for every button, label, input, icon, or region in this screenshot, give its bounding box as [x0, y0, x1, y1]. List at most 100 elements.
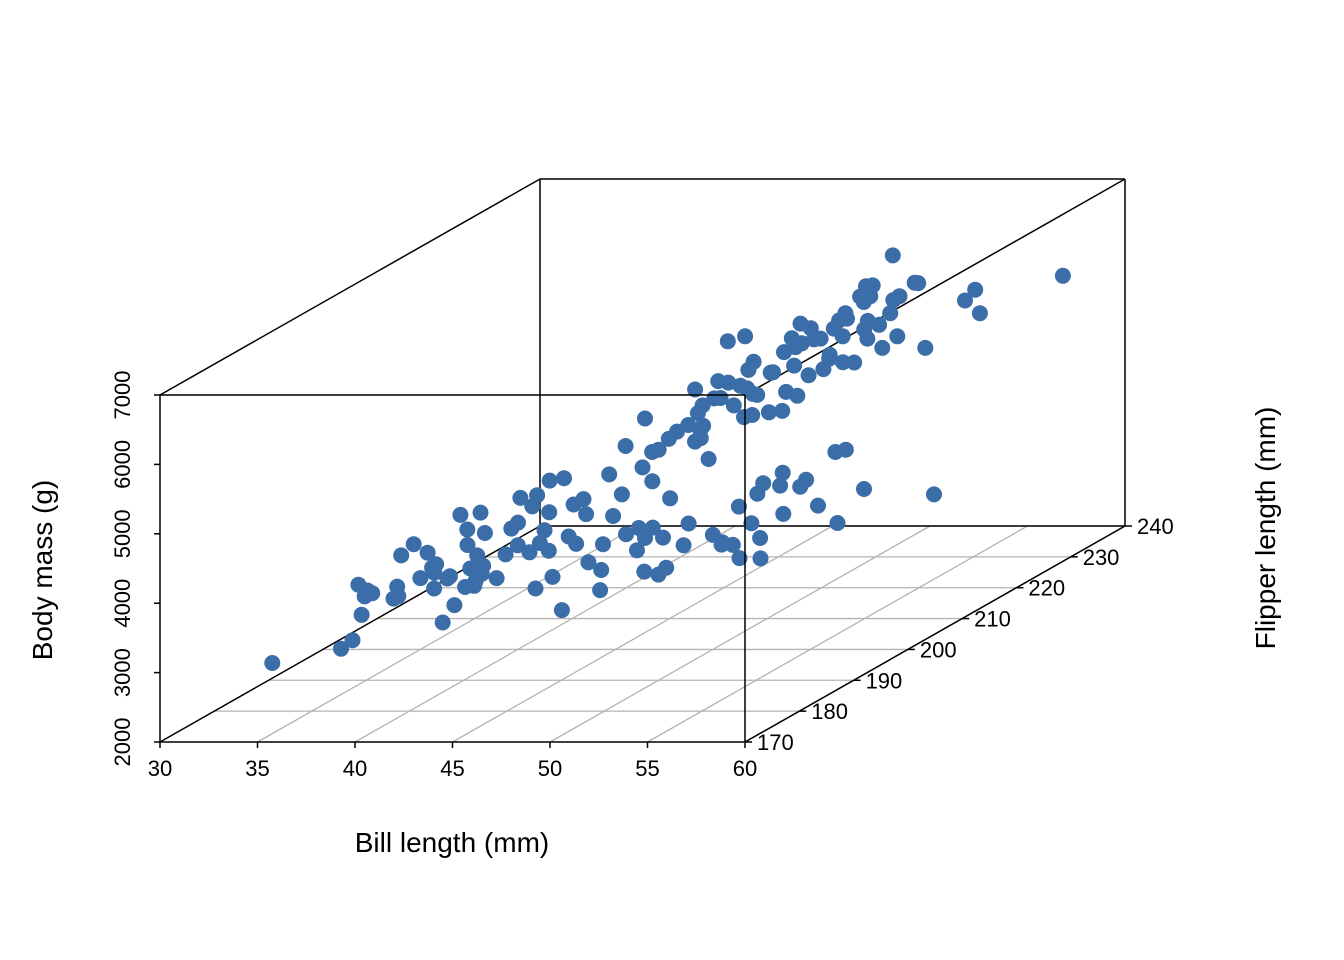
data-point	[812, 330, 829, 347]
z-tick-label: 4000	[110, 579, 135, 628]
data-point	[536, 522, 553, 539]
data-point	[846, 354, 863, 371]
data-point	[531, 535, 548, 551]
data-point	[926, 486, 942, 503]
data-point	[512, 489, 529, 506]
data-point	[662, 490, 679, 507]
data-point	[459, 521, 476, 538]
data-point	[601, 466, 618, 483]
data-point	[364, 585, 381, 602]
data-point	[644, 444, 661, 460]
data-point	[786, 357, 803, 374]
data-point	[719, 333, 736, 350]
x-axis-title: Bill length (mm)	[355, 827, 549, 858]
data-point	[792, 478, 809, 495]
data-point	[405, 536, 422, 553]
data-point	[476, 525, 493, 541]
floor-grid-line-x	[354, 525, 736, 743]
data-point	[744, 407, 761, 423]
z-tick-label: 7000	[110, 371, 135, 420]
y-axis-title: Flipper length (mm)	[1250, 407, 1281, 650]
data-point	[452, 506, 469, 523]
data-point	[556, 470, 572, 487]
data-point	[412, 570, 429, 587]
data-point	[459, 537, 476, 553]
data-point	[578, 506, 595, 523]
data-point	[712, 390, 729, 406]
data-point	[743, 515, 760, 532]
data-point	[510, 514, 526, 531]
floor-grid-line-x	[452, 525, 833, 743]
data-point	[713, 536, 730, 553]
box-edge	[159, 178, 541, 396]
x-tick-label: 35	[245, 756, 269, 781]
data-point	[592, 582, 609, 599]
data-point	[884, 247, 901, 264]
y-tick-label: 190	[866, 668, 903, 693]
x-tick-label: 60	[733, 756, 757, 781]
data-point	[544, 568, 561, 585]
data-point	[353, 606, 370, 623]
data-point	[774, 464, 791, 481]
data-point	[636, 563, 653, 580]
x-tick-label: 45	[440, 756, 464, 781]
data-point	[856, 481, 872, 497]
data-point	[605, 508, 622, 524]
x-tick-label: 40	[343, 756, 367, 781]
data-point	[827, 444, 844, 460]
data-point	[772, 477, 789, 494]
data-point	[859, 330, 876, 347]
box-edge	[744, 525, 1126, 743]
data-point	[613, 486, 630, 503]
data-point	[644, 473, 661, 490]
data-point	[675, 537, 692, 554]
data-point	[725, 397, 742, 414]
data-point	[541, 472, 558, 489]
y-tick-label: 200	[920, 637, 957, 662]
data-points	[264, 247, 1071, 671]
data-point	[634, 459, 651, 476]
y-tick-label: 210	[974, 607, 1011, 632]
x-tick-label: 30	[148, 756, 172, 781]
data-point	[692, 430, 709, 447]
data-point	[344, 632, 361, 649]
data-point	[710, 373, 727, 390]
data-point	[882, 305, 899, 322]
data-point	[730, 498, 747, 515]
x-tick-label: 55	[635, 756, 659, 781]
data-point	[575, 491, 592, 508]
data-point	[967, 281, 984, 298]
data-point	[695, 417, 712, 434]
data-point	[724, 536, 741, 553]
data-point	[617, 438, 634, 454]
y-tick-label: 170	[757, 730, 794, 755]
data-point	[529, 487, 546, 504]
data-point	[426, 580, 443, 597]
y-tick-label: 220	[1028, 576, 1065, 601]
data-point	[669, 423, 685, 440]
data-point	[488, 570, 505, 587]
data-point	[731, 550, 748, 567]
data-point	[467, 573, 484, 590]
data-point	[745, 353, 762, 370]
data-point	[821, 346, 838, 363]
z-tick-label: 5000	[110, 509, 135, 558]
data-point	[655, 529, 671, 546]
data-point	[957, 292, 973, 309]
data-point	[393, 547, 410, 564]
data-point	[680, 515, 697, 532]
data-point	[650, 566, 667, 583]
data-point	[419, 544, 436, 561]
data-point	[509, 537, 526, 554]
box-edge	[744, 178, 1126, 396]
data-point	[333, 640, 349, 657]
data-point	[541, 504, 558, 521]
data-point	[527, 580, 544, 597]
data-point	[810, 497, 826, 514]
data-point	[629, 542, 645, 559]
data-point	[859, 312, 876, 329]
data-point	[971, 305, 988, 322]
data-point	[637, 410, 653, 427]
